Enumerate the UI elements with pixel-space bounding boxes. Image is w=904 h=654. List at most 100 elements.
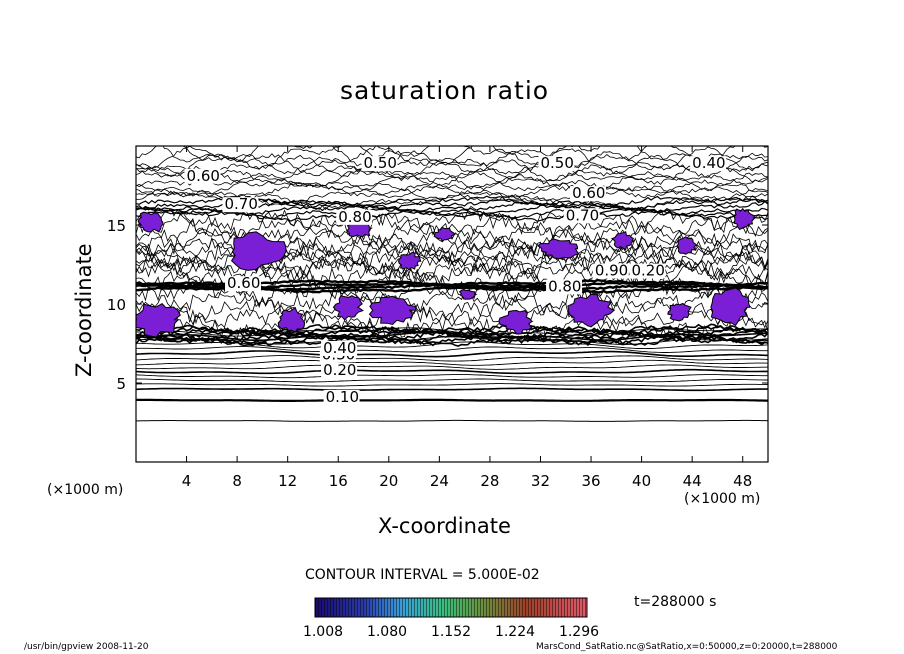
chart-title: saturation ratio (340, 76, 550, 105)
contour-line (136, 378, 768, 383)
x-tick-label: 36 (581, 472, 600, 490)
contour-label-bg (538, 156, 575, 172)
contour-label: 0.50 (540, 154, 573, 172)
colorbar-tick-label: 1.224 (495, 624, 535, 640)
contour-label: 0.10 (326, 388, 359, 406)
contour-line (136, 205, 768, 234)
contour-label: 0.70 (224, 195, 257, 213)
shaded-region (136, 302, 181, 338)
x-tick-label: 24 (430, 472, 449, 490)
shaded-region (676, 236, 699, 255)
y-tick-label: 10 (107, 296, 126, 314)
contour-line (136, 374, 768, 379)
contour-label-bg (546, 279, 583, 295)
shaded-region (498, 309, 534, 335)
shaded-region (332, 295, 364, 321)
shaded-region (368, 295, 417, 326)
x-tick-label: 48 (733, 472, 752, 490)
contour-label-bg (222, 197, 259, 213)
contour-label: 0.60 (227, 274, 260, 292)
contour-label: 0.50 (364, 154, 397, 172)
shaded-region (458, 289, 478, 300)
colorbar-tick-label: 1.152 (431, 624, 471, 640)
shaded-region (230, 231, 287, 271)
contour-line (136, 212, 768, 240)
x-unit-right: (×1000 m) (684, 491, 761, 507)
x-tick-label: 20 (379, 472, 398, 490)
contour-line (136, 350, 768, 358)
x-tick-label: 12 (278, 472, 297, 490)
contour-line (136, 383, 768, 387)
colorbar-tick-label: 1.080 (367, 624, 407, 640)
time-label: t=288000 s (634, 594, 717, 610)
contour-line (136, 398, 768, 402)
contour-label: 0.60 (572, 184, 605, 202)
colorbar-tick-label: 1.008 (303, 624, 343, 640)
contour-label-bg (321, 363, 358, 379)
contour-line (136, 355, 768, 362)
contour-label: 0.80 (338, 208, 371, 226)
contour-label-bg (336, 209, 373, 225)
shaded-region (277, 306, 306, 333)
contour-label-bg (361, 156, 398, 172)
contour-line (136, 189, 768, 211)
x-tick-label: 16 (329, 472, 348, 490)
shaded-region (433, 226, 456, 242)
contour-line (136, 164, 768, 192)
contour-label: 0.70 (566, 206, 599, 224)
contour-label-bg (690, 156, 727, 172)
contour-label-bg (629, 263, 666, 279)
y-tick-label: 5 (116, 375, 126, 393)
contour-line (136, 159, 768, 186)
contour-line (136, 294, 768, 325)
contour-label: 0.20 (631, 262, 664, 280)
contour-labels: 0.100.200.300.400.500.500.400.600.600.70… (184, 154, 727, 406)
contour-line (136, 183, 768, 206)
contour-line (136, 368, 768, 375)
x-tick-label: 32 (531, 472, 550, 490)
contour-line (136, 364, 768, 370)
contour-line (136, 302, 768, 333)
contour-label: 0.60 (187, 167, 220, 185)
contour-label-bg (323, 389, 360, 405)
contour-line (136, 169, 768, 194)
shaded-region (733, 207, 756, 231)
contour-line (136, 284, 768, 316)
x-unit-left: (×1000 m) (47, 482, 124, 498)
shaded-region (710, 287, 751, 327)
y-ticks: 5 10 15 (107, 217, 768, 393)
contour-label: 0.40 (692, 154, 725, 172)
footer-left: /usr/bin/gpview 2008-11-20 (24, 642, 149, 652)
contour-label-bg (321, 340, 358, 356)
x-tick-label: 40 (632, 472, 651, 490)
x-tick-label: 8 (232, 472, 242, 490)
contour-line (136, 346, 768, 353)
shaded-region (611, 231, 635, 251)
colorbar-stripes (315, 598, 587, 617)
y-tick-label: 15 (107, 217, 126, 235)
shaded-region (137, 211, 164, 233)
contour-label-bg (563, 208, 600, 224)
contour-interval: CONTOUR INTERVAL = 5.000E-02 (305, 567, 540, 583)
x-axis-title: X-coordinate (378, 514, 511, 538)
contour-line (136, 359, 768, 366)
footer-right: MarsCond_SatRatio.nc@SatRatio,x=0:50000,… (536, 642, 838, 652)
contour-line (136, 387, 768, 392)
supersaturation-shading (136, 207, 756, 338)
contour-label-bg (225, 276, 262, 292)
shaded-region (398, 251, 422, 271)
contour-label-bg (592, 263, 629, 279)
contour-line (136, 323, 768, 335)
x-tick-label: 44 (683, 472, 702, 490)
contour-label-bg (570, 186, 607, 202)
contour-label: 0.20 (323, 361, 356, 379)
colorbar-ticks: 1.008 1.080 1.152 1.224 1.296 (303, 624, 599, 640)
x-ticks: 4 8 12 16 20 24 28 32 36 40 44 48 (182, 146, 752, 490)
contour-line (136, 310, 768, 342)
contour-line (162, 146, 768, 167)
contour-line (136, 204, 768, 217)
contour-line (136, 154, 768, 183)
contour-line (136, 336, 768, 347)
shaded-region (537, 238, 580, 260)
